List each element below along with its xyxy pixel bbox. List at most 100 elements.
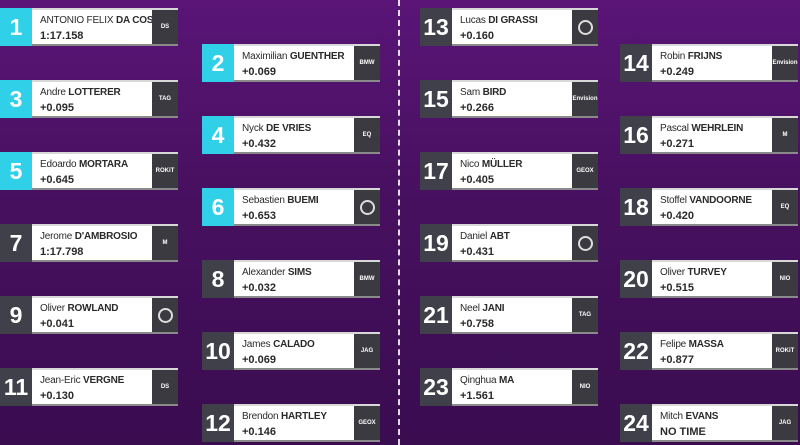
driver-last-name: SIMS — [287, 267, 312, 278]
driver-name: Jean-Eric VERGNE — [40, 375, 124, 386]
grid-slot-20: 20 Oliver TURVEY +0.515 NIO — [620, 260, 800, 298]
driver-card: Nyck DE VRIES +0.432 EQ — [234, 116, 380, 154]
qualifying-time: +0.032 — [242, 282, 276, 294]
position-number: 15 — [420, 80, 452, 118]
ring-icon — [577, 19, 593, 35]
position-number: 12 — [202, 404, 234, 442]
driver-first-name: Oliver — [660, 267, 685, 278]
ds-techeetah-logo: DS — [152, 10, 178, 44]
grid-slot-16: 16 Pascal WEHRLEIN +0.271 M — [620, 116, 800, 154]
qualifying-time: +0.645 — [40, 174, 74, 186]
driver-first-name: Robin — [660, 51, 686, 62]
driver-card: Nico MÜLLER +0.405 GEOX — [452, 152, 598, 190]
driver-first-name: Qinghua — [460, 375, 497, 386]
driver-name: Oliver ROWLAND — [40, 303, 119, 314]
grid-slot-12: 12 Brendon HARTLEY +0.146 GEOX — [202, 404, 382, 442]
driver-first-name: Brendon — [242, 411, 279, 422]
position-number: 4 — [202, 116, 234, 154]
driver-card: James CALADO +0.069 JAG — [234, 332, 380, 370]
nissan-edams-logo — [354, 190, 380, 224]
driver-last-name: D'AMBROSIO — [74, 231, 138, 242]
geox-dragon-logo: GEOX — [572, 154, 598, 188]
position-number: 16 — [620, 116, 652, 154]
driver-last-name: ABT — [489, 231, 510, 242]
driver-card: Mitch EVANS NO TIME JAG — [652, 404, 798, 442]
envision-virgin-logo: Envision — [772, 46, 798, 80]
driver-first-name: Sam — [460, 87, 480, 98]
driver-first-name: Felipe — [660, 339, 687, 350]
driver-card: Pascal WEHRLEIN +0.271 M — [652, 116, 798, 154]
driver-last-name: VERGNE — [83, 375, 125, 386]
driver-first-name: Pascal — [660, 123, 689, 134]
grid-slot-13: 13 Lucas DI GRASSI +0.160 — [420, 8, 600, 46]
qualifying-time: +0.041 — [40, 318, 74, 330]
qualifying-time: NO TIME — [660, 426, 706, 438]
driver-last-name: TURVEY — [687, 267, 727, 278]
position-number: 8 — [202, 260, 234, 298]
position-number: 2 — [202, 44, 234, 82]
grid-slot-2: 2 Maximilian GUENTHER +0.069 BMW — [202, 44, 382, 82]
position-number: 17 — [420, 152, 452, 190]
driver-name: Neel JANI — [460, 303, 505, 314]
driver-card: Jean-Eric VERGNE +0.130 DS — [32, 368, 178, 406]
position-number: 14 — [620, 44, 652, 82]
grid-slot-24: 24 Mitch EVANS NO TIME JAG — [620, 404, 800, 442]
driver-last-name: FRIJNS — [687, 51, 723, 62]
mercedes-eq-logo: EQ — [354, 118, 380, 152]
driver-name: Felipe MASSA — [660, 339, 724, 350]
qualifying-time: +0.130 — [40, 390, 74, 402]
position-number: 22 — [620, 332, 652, 370]
grid-slot-10: 10 James CALADO +0.069 JAG — [202, 332, 382, 370]
qualifying-time: +1.561 — [460, 390, 494, 402]
driver-last-name: BUEMI — [287, 195, 319, 206]
position-number: 13 — [420, 8, 452, 46]
driver-first-name: Daniel — [460, 231, 488, 242]
driver-name: Robin FRIJNS — [660, 51, 722, 62]
venturi-logo: ROKiT — [772, 334, 798, 368]
driver-name: Alexander SIMS — [242, 267, 312, 278]
driver-card: Stoffel VANDOORNE +0.420 EQ — [652, 188, 798, 226]
nissan-edams-logo — [152, 298, 178, 332]
geox-dragon-logo: GEOX — [354, 406, 380, 440]
qualifying-time: +0.146 — [242, 426, 276, 438]
driver-name: Lucas DI GRASSI — [460, 15, 538, 26]
bmw-i-andretti-logo: BMW — [354, 46, 380, 80]
driver-last-name: GUENTHER — [289, 51, 345, 62]
qualifying-time: 1:17.158 — [40, 30, 84, 42]
mahindra-logo: M — [772, 118, 798, 152]
grid-slot-17: 17 Nico MÜLLER +0.405 GEOX — [420, 152, 600, 190]
grid-slot-1: 1 ANTONIO FELIX DA COSTA 1:17.158 DS — [0, 8, 180, 46]
driver-last-name: DI GRASSI — [488, 15, 538, 26]
driver-first-name: Neel — [460, 303, 480, 314]
audi-logo — [572, 226, 598, 260]
position-number: 23 — [420, 368, 452, 406]
grid-slot-7: 7 Jerome D'AMBROSIO 1:17.798 M — [0, 224, 180, 262]
driver-first-name: Jean-Eric — [40, 375, 81, 386]
porsche-logo: TAG — [152, 82, 178, 116]
driver-last-name: MASSA — [688, 339, 724, 350]
driver-card: Andre LOTTERER +0.095 TAG — [32, 80, 178, 118]
driver-last-name: LOTTERER — [68, 87, 121, 98]
qualifying-time: +0.271 — [660, 138, 694, 150]
driver-card: Sebastien BUEMI +0.653 — [234, 188, 380, 226]
driver-name: Edoardo MORTARA — [40, 159, 128, 170]
grid-slot-15: 15 Sam BIRD +0.266 Envision — [420, 80, 600, 118]
driver-name: Daniel ABT — [460, 231, 510, 242]
driver-last-name: DE VRIES — [266, 123, 312, 134]
driver-first-name: Mitch — [660, 411, 683, 422]
ring-icon — [157, 307, 173, 323]
position-number: 5 — [0, 152, 32, 190]
driver-last-name: JANI — [482, 303, 505, 314]
driver-first-name: Nyck — [242, 123, 264, 134]
position-number: 10 — [202, 332, 234, 370]
porsche-logo: TAG — [572, 298, 598, 332]
position-number: 7 — [0, 224, 32, 262]
bmw-i-andretti-logo: BMW — [354, 262, 380, 296]
qualifying-time: +0.249 — [660, 66, 694, 78]
driver-card: Alexander SIMS +0.032 BMW — [234, 260, 380, 298]
position-number: 24 — [620, 404, 652, 442]
ring-icon — [359, 199, 375, 215]
driver-first-name: Stoffel — [660, 195, 687, 206]
driver-name: Stoffel VANDOORNE — [660, 195, 752, 206]
qualifying-time: +0.266 — [460, 102, 494, 114]
